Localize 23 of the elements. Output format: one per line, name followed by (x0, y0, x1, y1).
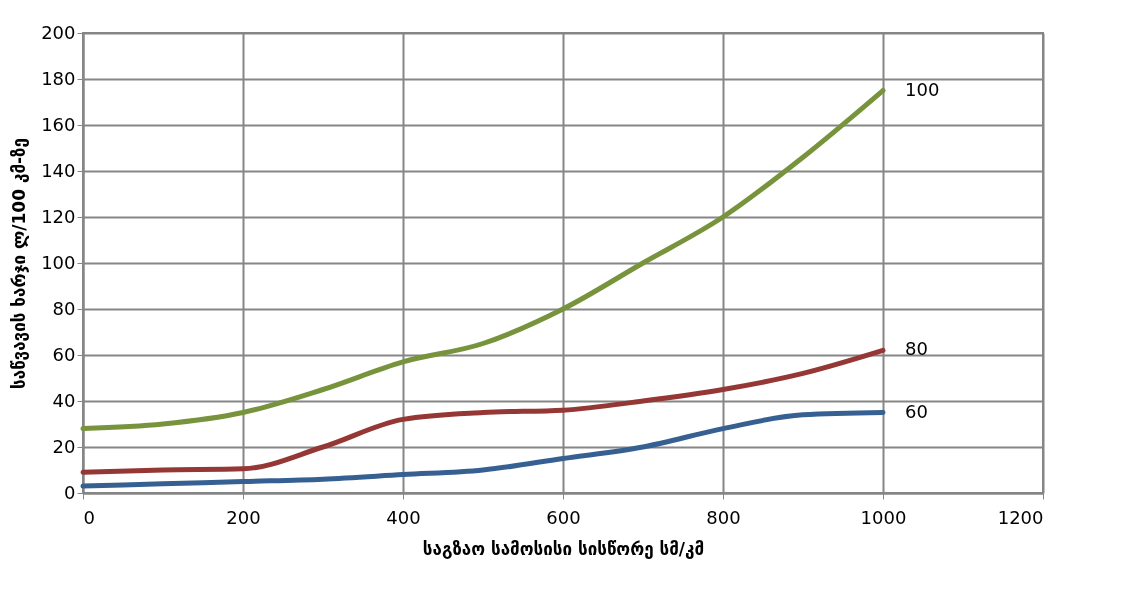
series-label: 100 (905, 78, 940, 100)
y-tick-label: 180 (41, 67, 76, 89)
y-tick-label: 140 (41, 159, 76, 181)
x-tick-label: 600 (546, 506, 581, 528)
y-tick-label: 60 (52, 343, 76, 365)
x-tick-label: 800 (706, 506, 741, 528)
x-tick-label: 0 (83, 506, 95, 528)
x-tick-label: 200 (226, 506, 261, 528)
x-tick-label: 400 (386, 506, 421, 528)
y-axis-title: საწვავის ხარჯი ლ/100 კმ-ზე (9, 138, 30, 389)
x-axis-title: საგზაო სამოსისი სისწორე სმ/კმ (422, 538, 705, 559)
series-label: 60 (905, 400, 928, 422)
y-tick-label: 200 (41, 21, 76, 43)
y-tick-label: 20 (52, 435, 76, 457)
y-tick-label: 120 (41, 205, 76, 227)
y-tick-label: 160 (41, 113, 76, 135)
series-label: 80 (905, 338, 928, 360)
y-tick-label: 40 (52, 389, 76, 411)
y-tick-label: 80 (52, 297, 76, 319)
x-tick-label: 1000 (860, 506, 907, 528)
y-tick-label: 0 (64, 481, 76, 503)
y-tick-label: 100 (41, 251, 76, 273)
x-tick-label: 1200 (997, 506, 1044, 528)
